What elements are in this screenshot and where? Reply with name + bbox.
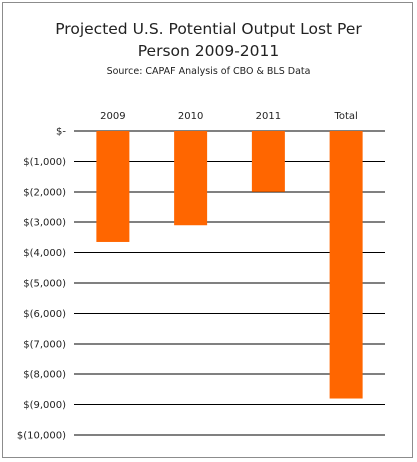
x-tick-label: Total <box>333 111 357 122</box>
y-tick-label: $- <box>56 127 66 138</box>
bar-2010 <box>174 131 208 226</box>
bar-2009 <box>96 131 130 242</box>
y-tick-label: $(5,000) <box>23 279 66 290</box>
y-tick-label: $(9,000) <box>23 400 66 411</box>
x-tick-label: 2010 <box>178 111 203 122</box>
y-tick-label: $(10,000) <box>17 431 66 442</box>
chart-title: Projected U.S. Potential Output Lost Per… <box>55 20 362 60</box>
x-tick-label: 2011 <box>256 111 281 122</box>
x-tick-label: 2009 <box>100 111 125 122</box>
y-tick-label: $(8,000) <box>23 370 66 381</box>
y-tick-label: $(4,000) <box>23 248 66 259</box>
y-tick-label: $(2,000) <box>23 187 66 198</box>
bar-2011 <box>251 131 285 192</box>
y-tick-label: $(3,000) <box>23 218 66 229</box>
y-tick-label: $(6,000) <box>23 309 66 320</box>
y-tick-label: $(1,000) <box>23 157 66 168</box>
bar-total <box>329 131 363 399</box>
chart-subtitle: Source: CAPAF Analysis of CBO & BLS Data <box>106 66 311 77</box>
y-tick-label: $(7,000) <box>23 339 66 350</box>
